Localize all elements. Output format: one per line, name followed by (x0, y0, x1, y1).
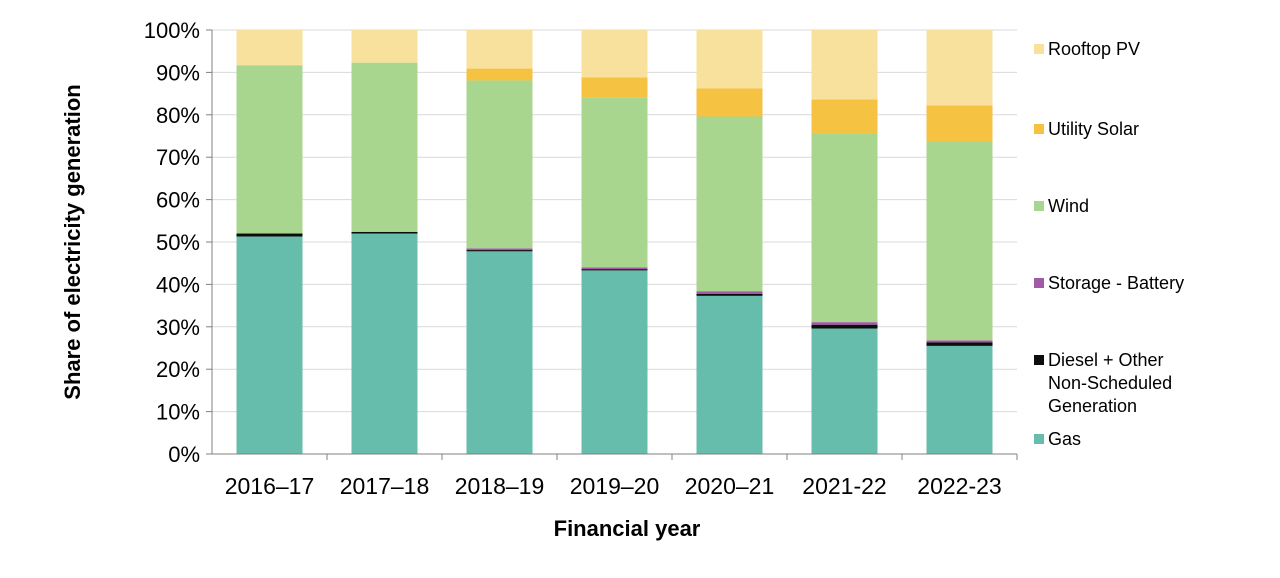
legend-label: Storage - Battery (1048, 273, 1184, 293)
legend: Rooftop PV Utility Solar Wind Storage - Bat… (1034, 39, 1184, 449)
y-tick-label: 0% (168, 442, 200, 467)
bar-segment-storage-battery (466, 248, 533, 251)
bar-segment-diesel-other-non-scheduled-generation (581, 269, 648, 271)
legend-swatch (1034, 355, 1044, 365)
bar-segment-diesel-other-non-scheduled-generation (351, 231, 418, 234)
bars (236, 30, 993, 454)
x-tick-label: 2019–20 (570, 473, 660, 499)
bar-segment-wind (926, 141, 993, 341)
x-tick-label: 2020–21 (685, 473, 775, 499)
bar-segment-rooftop-pv (351, 30, 418, 63)
x-tick-label: 2021-22 (802, 473, 886, 499)
y-tick-label: 80% (156, 103, 200, 128)
bar-segment-rooftop-pv (581, 30, 648, 78)
y-tick-label: 60% (156, 188, 200, 213)
bar-segment-diesel-other-non-scheduled-generation (236, 233, 303, 237)
bar-segment-utility-solar (926, 105, 993, 142)
bar-segment-gas (811, 328, 878, 454)
bar-segment-utility-solar (811, 99, 878, 134)
bar-segment-storage-battery (811, 322, 878, 325)
legend-swatch (1034, 278, 1044, 288)
bar-segment-gas (236, 236, 303, 454)
bar-segment-gas (581, 270, 648, 454)
bar-segment-diesel-other-non-scheduled-generation (466, 250, 533, 252)
bar-segment-wind (466, 80, 533, 249)
y-tick-label: 100% (144, 18, 200, 43)
bar-segment-storage-battery (926, 340, 993, 343)
bar-segment-gas (926, 345, 993, 454)
bar-segment-wind (351, 62, 418, 232)
bar-segment-utility-solar (581, 77, 648, 98)
bar-segment-rooftop-pv (926, 30, 993, 106)
bar-segment-rooftop-pv (696, 30, 763, 89)
x-tick-label: 2016–17 (225, 473, 315, 499)
legend-swatch (1034, 124, 1044, 134)
y-tick-label: 10% (156, 400, 200, 425)
legend-label: Wind (1048, 196, 1089, 216)
bar-segment-diesel-other-non-scheduled-generation (696, 293, 763, 296)
bar-segment-wind (581, 97, 648, 268)
y-tick-label: 30% (156, 315, 200, 340)
bar-segment-gas (351, 233, 418, 454)
bar-segment-wind (236, 65, 303, 234)
legend-label: Rooftop PV (1048, 39, 1140, 59)
legend-swatch (1034, 201, 1044, 211)
legend-swatch (1034, 44, 1044, 54)
legend-label: Utility Solar (1048, 119, 1139, 139)
legend-label: Gas (1048, 429, 1081, 449)
x-tick-label: 2022-23 (917, 473, 1001, 499)
y-tick-label: 50% (156, 230, 200, 255)
x-axis-title: Financial year (554, 516, 701, 541)
y-axis-title: Share of electricity generation (60, 84, 85, 399)
y-tick-label: 70% (156, 145, 200, 170)
bar-segment-storage-battery (581, 267, 648, 270)
bar-segment-wind (811, 133, 878, 323)
x-tick-label: 2017–18 (340, 473, 430, 499)
x-tick-label: 2018–19 (455, 473, 545, 499)
bar-segment-wind (696, 116, 763, 292)
bar-segment-gas (696, 295, 763, 454)
legend-swatch (1034, 434, 1044, 444)
legend-label: Diesel + Other Non-Scheduled Generation (1048, 350, 1172, 416)
bar-segment-rooftop-pv (236, 30, 303, 66)
bar-segment-storage-battery (696, 291, 763, 294)
y-tick-label: 20% (156, 357, 200, 382)
y-tick-label: 90% (156, 60, 200, 85)
axes: 0% 10% 20% 30% 40% 50% 60% 70% 80% 90% 100% 2016–17… (144, 18, 1018, 499)
bar-segment-diesel-other-non-scheduled-generation (926, 342, 993, 346)
bar-segment-rooftop-pv (811, 30, 878, 100)
y-tick-label: 40% (156, 272, 200, 297)
bar-segment-gas (466, 251, 533, 454)
bar-segment-utility-solar (696, 88, 763, 117)
bar-segment-diesel-other-non-scheduled-generation (811, 324, 878, 329)
bar-segment-rooftop-pv (466, 30, 533, 69)
bar-segment-utility-solar (466, 68, 533, 81)
